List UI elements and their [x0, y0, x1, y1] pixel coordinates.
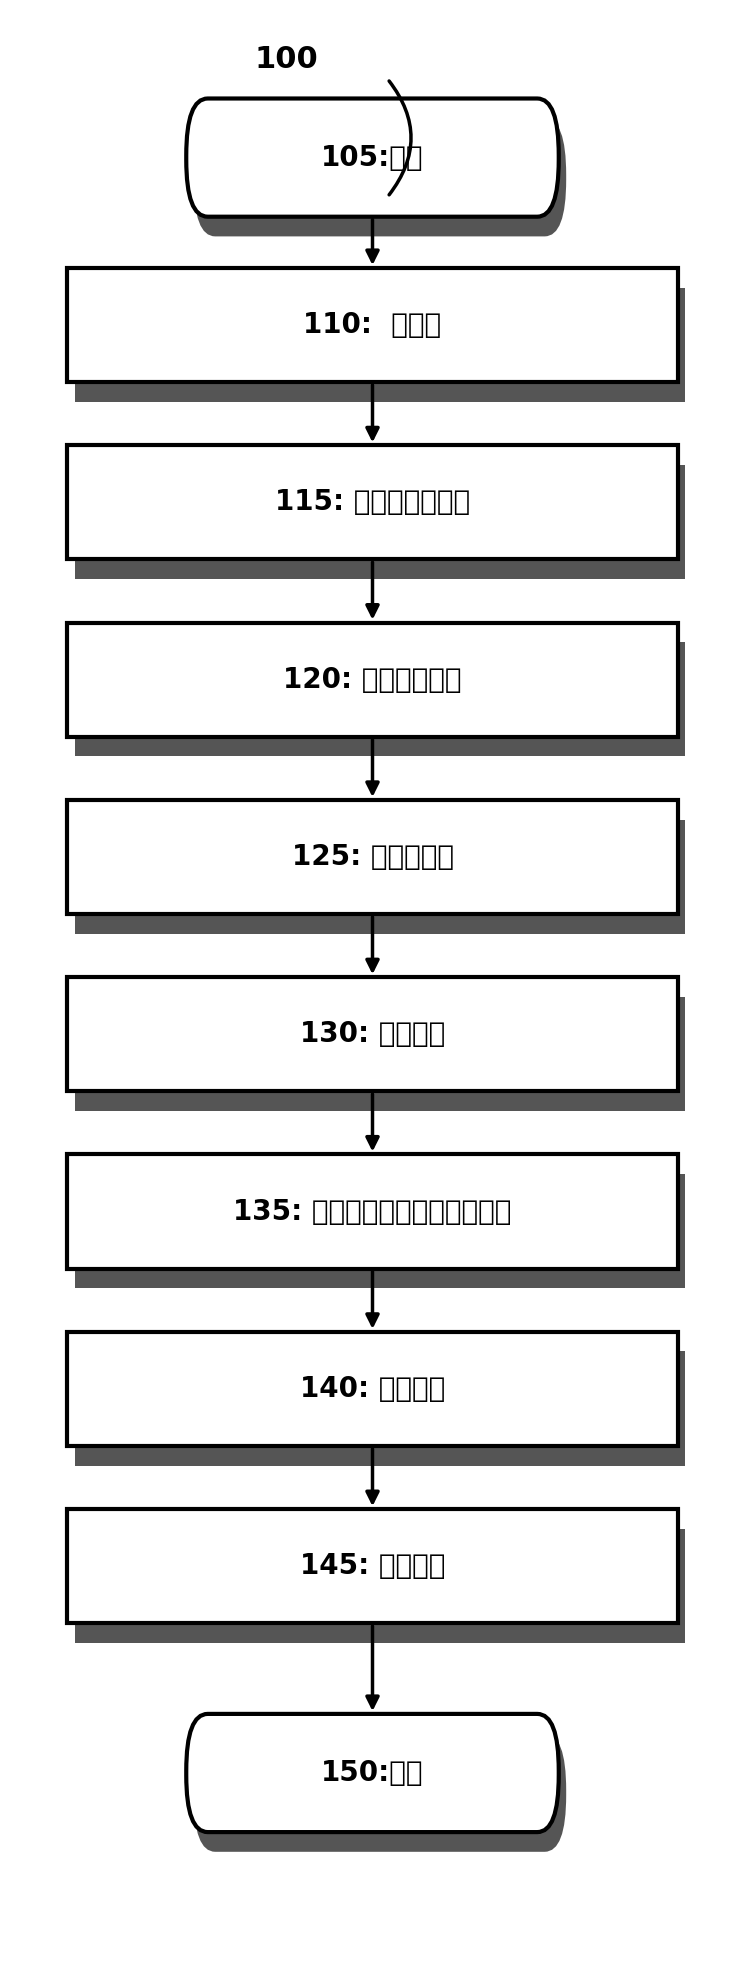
FancyBboxPatch shape — [67, 445, 678, 559]
FancyBboxPatch shape — [74, 997, 685, 1111]
Text: 105:开始: 105:开始 — [321, 144, 424, 171]
Text: 120: 使微生物生长: 120: 使微生物生长 — [283, 666, 462, 693]
FancyBboxPatch shape — [186, 1714, 559, 1832]
Text: 125: 每个孔成像: 125: 每个孔成像 — [291, 843, 454, 871]
FancyBboxPatch shape — [74, 642, 685, 756]
Text: 115: 添加测试化合物: 115: 添加测试化合物 — [275, 489, 470, 516]
FancyBboxPatch shape — [67, 623, 678, 737]
Text: 100: 100 — [255, 45, 319, 73]
FancyBboxPatch shape — [67, 800, 678, 914]
FancyBboxPatch shape — [74, 1529, 685, 1643]
FancyBboxPatch shape — [194, 1734, 566, 1852]
FancyBboxPatch shape — [67, 977, 678, 1091]
FancyBboxPatch shape — [74, 1174, 685, 1288]
FancyBboxPatch shape — [74, 1351, 685, 1466]
FancyBboxPatch shape — [67, 1509, 678, 1623]
Text: 110:  提供孔: 110: 提供孔 — [303, 311, 442, 339]
Text: 150:结束: 150:结束 — [321, 1759, 424, 1787]
FancyBboxPatch shape — [74, 288, 685, 402]
Text: 145: 表征分子: 145: 表征分子 — [299, 1552, 446, 1580]
FancyBboxPatch shape — [67, 1154, 678, 1269]
FancyBboxPatch shape — [67, 1332, 678, 1446]
Text: 130: 鉴定差异: 130: 鉴定差异 — [300, 1020, 445, 1048]
FancyBboxPatch shape — [74, 820, 685, 934]
Text: 140: 分离分子: 140: 分离分子 — [300, 1375, 445, 1403]
FancyBboxPatch shape — [67, 268, 678, 382]
FancyBboxPatch shape — [194, 118, 566, 236]
Text: 135: 鉴定化合物（一种或多种）: 135: 鉴定化合物（一种或多种） — [233, 1198, 512, 1225]
FancyBboxPatch shape — [74, 465, 685, 579]
FancyBboxPatch shape — [186, 98, 559, 217]
